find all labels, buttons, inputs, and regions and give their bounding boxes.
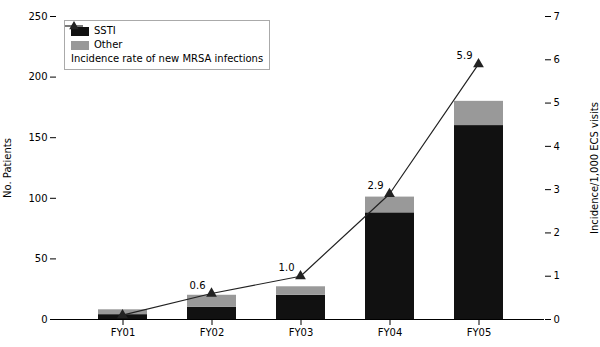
svg-text:0: 0 [554, 314, 560, 325]
svg-text:No. Patients: No. Patients [2, 138, 13, 198]
svg-text:100: 100 [28, 193, 47, 204]
svg-text:200: 200 [28, 71, 47, 82]
html-text:Other: Other [94, 39, 123, 50]
svg-text:7: 7 [554, 11, 560, 22]
svg-text:250: 250 [28, 11, 47, 22]
svg-text:4: 4 [554, 141, 560, 152]
svg-text:FY05: FY05 [467, 327, 492, 338]
svg-text:1.0: 1.0 [279, 262, 295, 273]
svg-text:5.9: 5.9 [457, 50, 473, 61]
svg-text:0.6: 0.6 [190, 280, 206, 291]
svg-text:1: 1 [554, 270, 560, 281]
svg-text:3: 3 [554, 184, 560, 195]
svg-text:50: 50 [35, 253, 48, 264]
html-text:SSTI: SSTI [94, 25, 116, 36]
svg-text:FY02: FY02 [200, 327, 225, 338]
svg-text:2: 2 [554, 227, 560, 238]
svg-text:150: 150 [28, 132, 47, 143]
svg-text:FY04: FY04 [378, 327, 403, 338]
svg-text:0: 0 [41, 314, 47, 325]
svg-text:6: 6 [554, 54, 560, 65]
svg-text:FY03: FY03 [289, 327, 314, 338]
svg-text:FY01: FY01 [111, 327, 136, 338]
html-text:Incidence rate of new MRSA inf: Incidence rate of new MRSA infections [71, 53, 264, 64]
svg-text:2.9: 2.9 [368, 180, 384, 191]
svg-text:5: 5 [554, 97, 560, 108]
svg-text:Incidence/1,000 ECS visits: Incidence/1,000 ECS visits [589, 102, 600, 234]
